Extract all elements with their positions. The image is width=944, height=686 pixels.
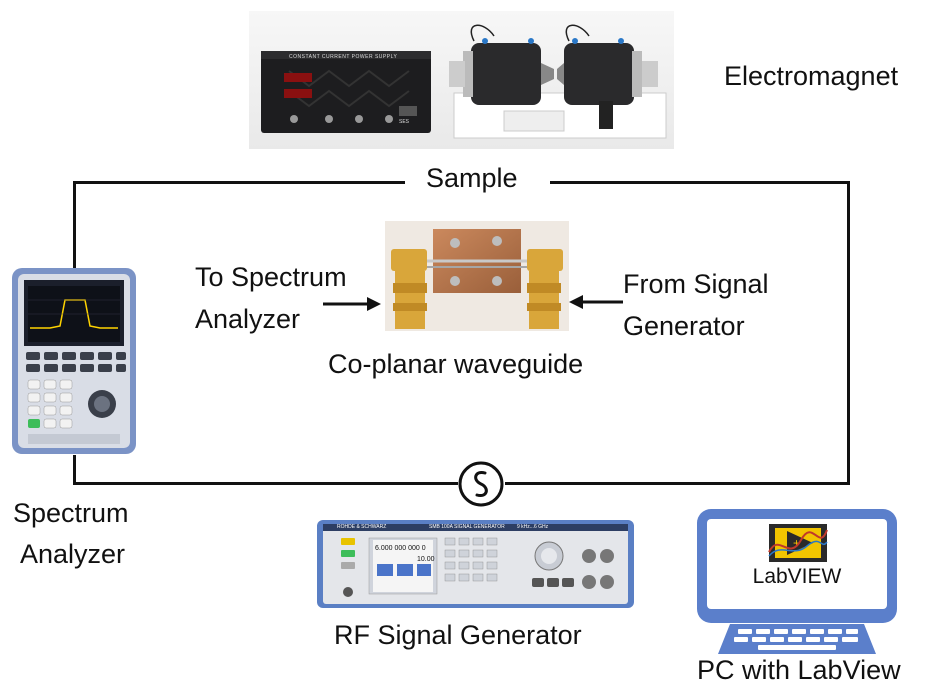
to-spectrum-label-line1: To Spectrum (195, 262, 347, 292)
pc-keyboard (718, 622, 876, 656)
svg-text:+: + (793, 536, 800, 550)
wire-top-right (550, 181, 850, 184)
wire-bottom-left (73, 482, 458, 485)
pc-labview-label: PC with LabView (697, 655, 901, 685)
to-spectrum-label-line2: Analyzer (195, 304, 301, 334)
wire-analyzer-down (73, 455, 76, 485)
waveguide-photo (385, 221, 569, 331)
labview-icon: + (768, 524, 828, 562)
wire-top-left (73, 181, 405, 184)
wire-bottom-right (505, 482, 850, 485)
signal-generator-photo: ROHDE & SCHWARZ SMB 100A SIGNAL GENERATO… (317, 516, 634, 611)
siggen-brand: ROHDE & SCHWARZ (337, 524, 387, 530)
siggen-frequency-readout: 6.000 000 000 0 (375, 545, 426, 552)
spectrum-analyzer-label-line2: Analyzer (20, 539, 126, 569)
electromagnet-label: Electromagnet (724, 61, 899, 91)
waveguide-label: Co-planar waveguide (328, 349, 584, 379)
sample-label: Sample (426, 163, 518, 193)
power-supply-label: CONSTANT CURRENT POWER SUPPLY (289, 54, 398, 60)
siggen-model: SMB 100A SIGNAL GENERATOR (429, 524, 505, 530)
siggen-level-readout: 10.00 (417, 556, 435, 563)
arrow-to-waveguide-left (323, 297, 381, 311)
wire-right-vertical (847, 181, 850, 485)
ac-source-icon (458, 461, 504, 507)
pc-monitor: + LabVIEW (697, 509, 897, 623)
wire-left-vertical (73, 181, 76, 269)
power-supply-brand: SES (399, 119, 410, 125)
spectrum-analyzer-photo (10, 266, 138, 456)
spectrum-analyzer-label-line1: Spectrum (13, 498, 129, 528)
rf-signal-generator-label: RF Signal Generator (334, 620, 582, 650)
from-signal-label-line1: From Signal (623, 269, 769, 299)
labview-text: LabVIEW (752, 565, 842, 588)
electromagnet-photo: CONSTANT CURRENT POWER SUPPLY SES (249, 11, 674, 149)
siggen-range: 9 kHz...6 GHz (517, 524, 549, 530)
from-signal-label-line2: Generator (623, 311, 745, 341)
arrow-from-signal-right (569, 295, 623, 309)
